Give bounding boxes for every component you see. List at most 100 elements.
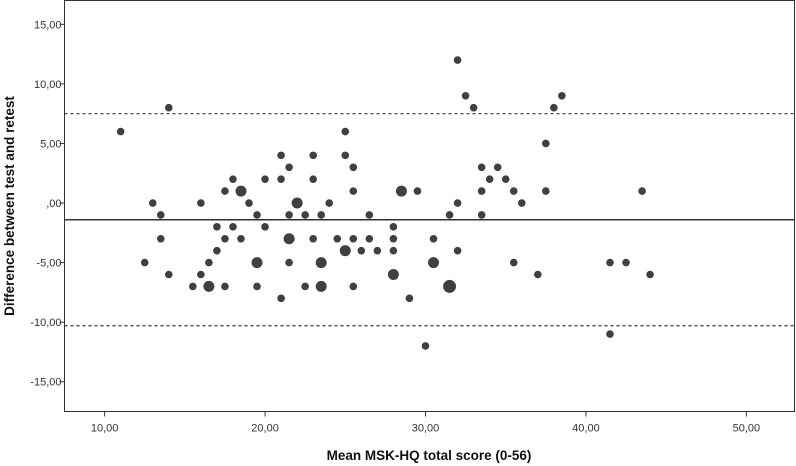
data-point [542,139,550,148]
data-point [164,103,173,112]
data-point [501,175,510,183]
data-point [317,211,326,219]
data-point [428,257,440,269]
data-point [339,245,351,257]
data-point [542,187,550,195]
data-point [389,234,398,243]
x-tick-label: 30,00 [412,423,440,435]
plot-area-border [64,0,795,412]
data-point [261,175,269,183]
data-point [277,151,285,160]
data-point [349,163,358,172]
data-point [606,330,614,338]
data-point [517,199,526,207]
data-point [315,257,327,269]
data-point [235,185,247,197]
data-point [606,258,614,267]
data-point [357,246,366,255]
data-point [477,211,486,219]
x-axis: 10,00 20,00 30,00 40,00 50,00 [91,411,761,435]
data-point [301,211,309,219]
data-point [341,127,350,136]
data-point [469,103,478,112]
data-point [205,258,213,267]
plot-frame [64,0,795,412]
data-point [395,185,407,197]
data-point [277,175,285,183]
y-tick-label: -15,00 [30,377,61,389]
data-point [413,187,422,195]
data-point [341,151,350,160]
data-point [453,246,462,255]
data-point [421,342,430,350]
data-point [493,163,502,172]
data-point [221,282,229,291]
data-point [405,294,414,303]
data-point [558,92,566,100]
y-tick-label: 5,00 [40,138,61,150]
data-point [485,175,494,183]
data-point [453,56,462,64]
data-point [203,280,215,292]
data-point [622,258,630,267]
data-point [309,151,317,160]
data-point [213,223,221,231]
data-point [285,258,293,267]
data-point [221,234,229,243]
x-tick-label: 10,00 [91,423,119,435]
y-tick-label: ,00 [46,198,61,210]
data-point [429,234,438,243]
x-tick-label: 40,00 [572,423,600,435]
data-point [140,258,149,267]
data-point [261,223,269,231]
data-point [349,234,358,243]
data-point [445,211,454,219]
reference-lines [64,113,795,327]
data-point [156,234,165,243]
y-tick-label: -10,00 [30,317,61,329]
data-point [285,163,293,172]
y-axis-title: Difference between test and retest [2,96,17,316]
data-point [197,270,205,279]
data-point [443,279,457,293]
data-point [221,187,229,195]
data-point [237,234,245,243]
data-point [387,269,399,280]
data-point [253,211,261,219]
data-point [156,211,165,219]
data-point [453,199,462,207]
data-point [291,197,303,209]
data-point [189,282,197,291]
data-point [509,187,518,195]
data-point [638,187,646,195]
y-tick-label: 15,00 [34,19,62,31]
data-point [197,199,205,207]
data-point [461,92,470,100]
data-point [164,270,173,279]
data-point [477,163,486,172]
y-axis: 15,00 10,00 5,00 ,00 -5,00 -10,00 -15,00 [30,19,65,389]
data-point [373,246,382,255]
data-point [646,270,654,279]
data-point [213,246,221,255]
data-points [116,56,654,350]
data-point [365,234,374,243]
data-point [389,246,398,255]
data-point [283,233,295,245]
data-point [349,282,358,291]
y-tick-label: -5,00 [36,258,61,270]
data-point [148,199,157,207]
data-point [309,234,317,243]
data-point [389,223,398,231]
data-point [229,223,237,231]
data-point [533,270,542,279]
data-point [315,280,327,292]
data-point [251,257,263,269]
data-point [509,258,518,267]
data-point [245,199,253,207]
data-point [301,282,309,291]
data-point [365,211,374,219]
x-tick-label: 50,00 [733,423,761,435]
y-tick-label: 10,00 [34,79,62,91]
